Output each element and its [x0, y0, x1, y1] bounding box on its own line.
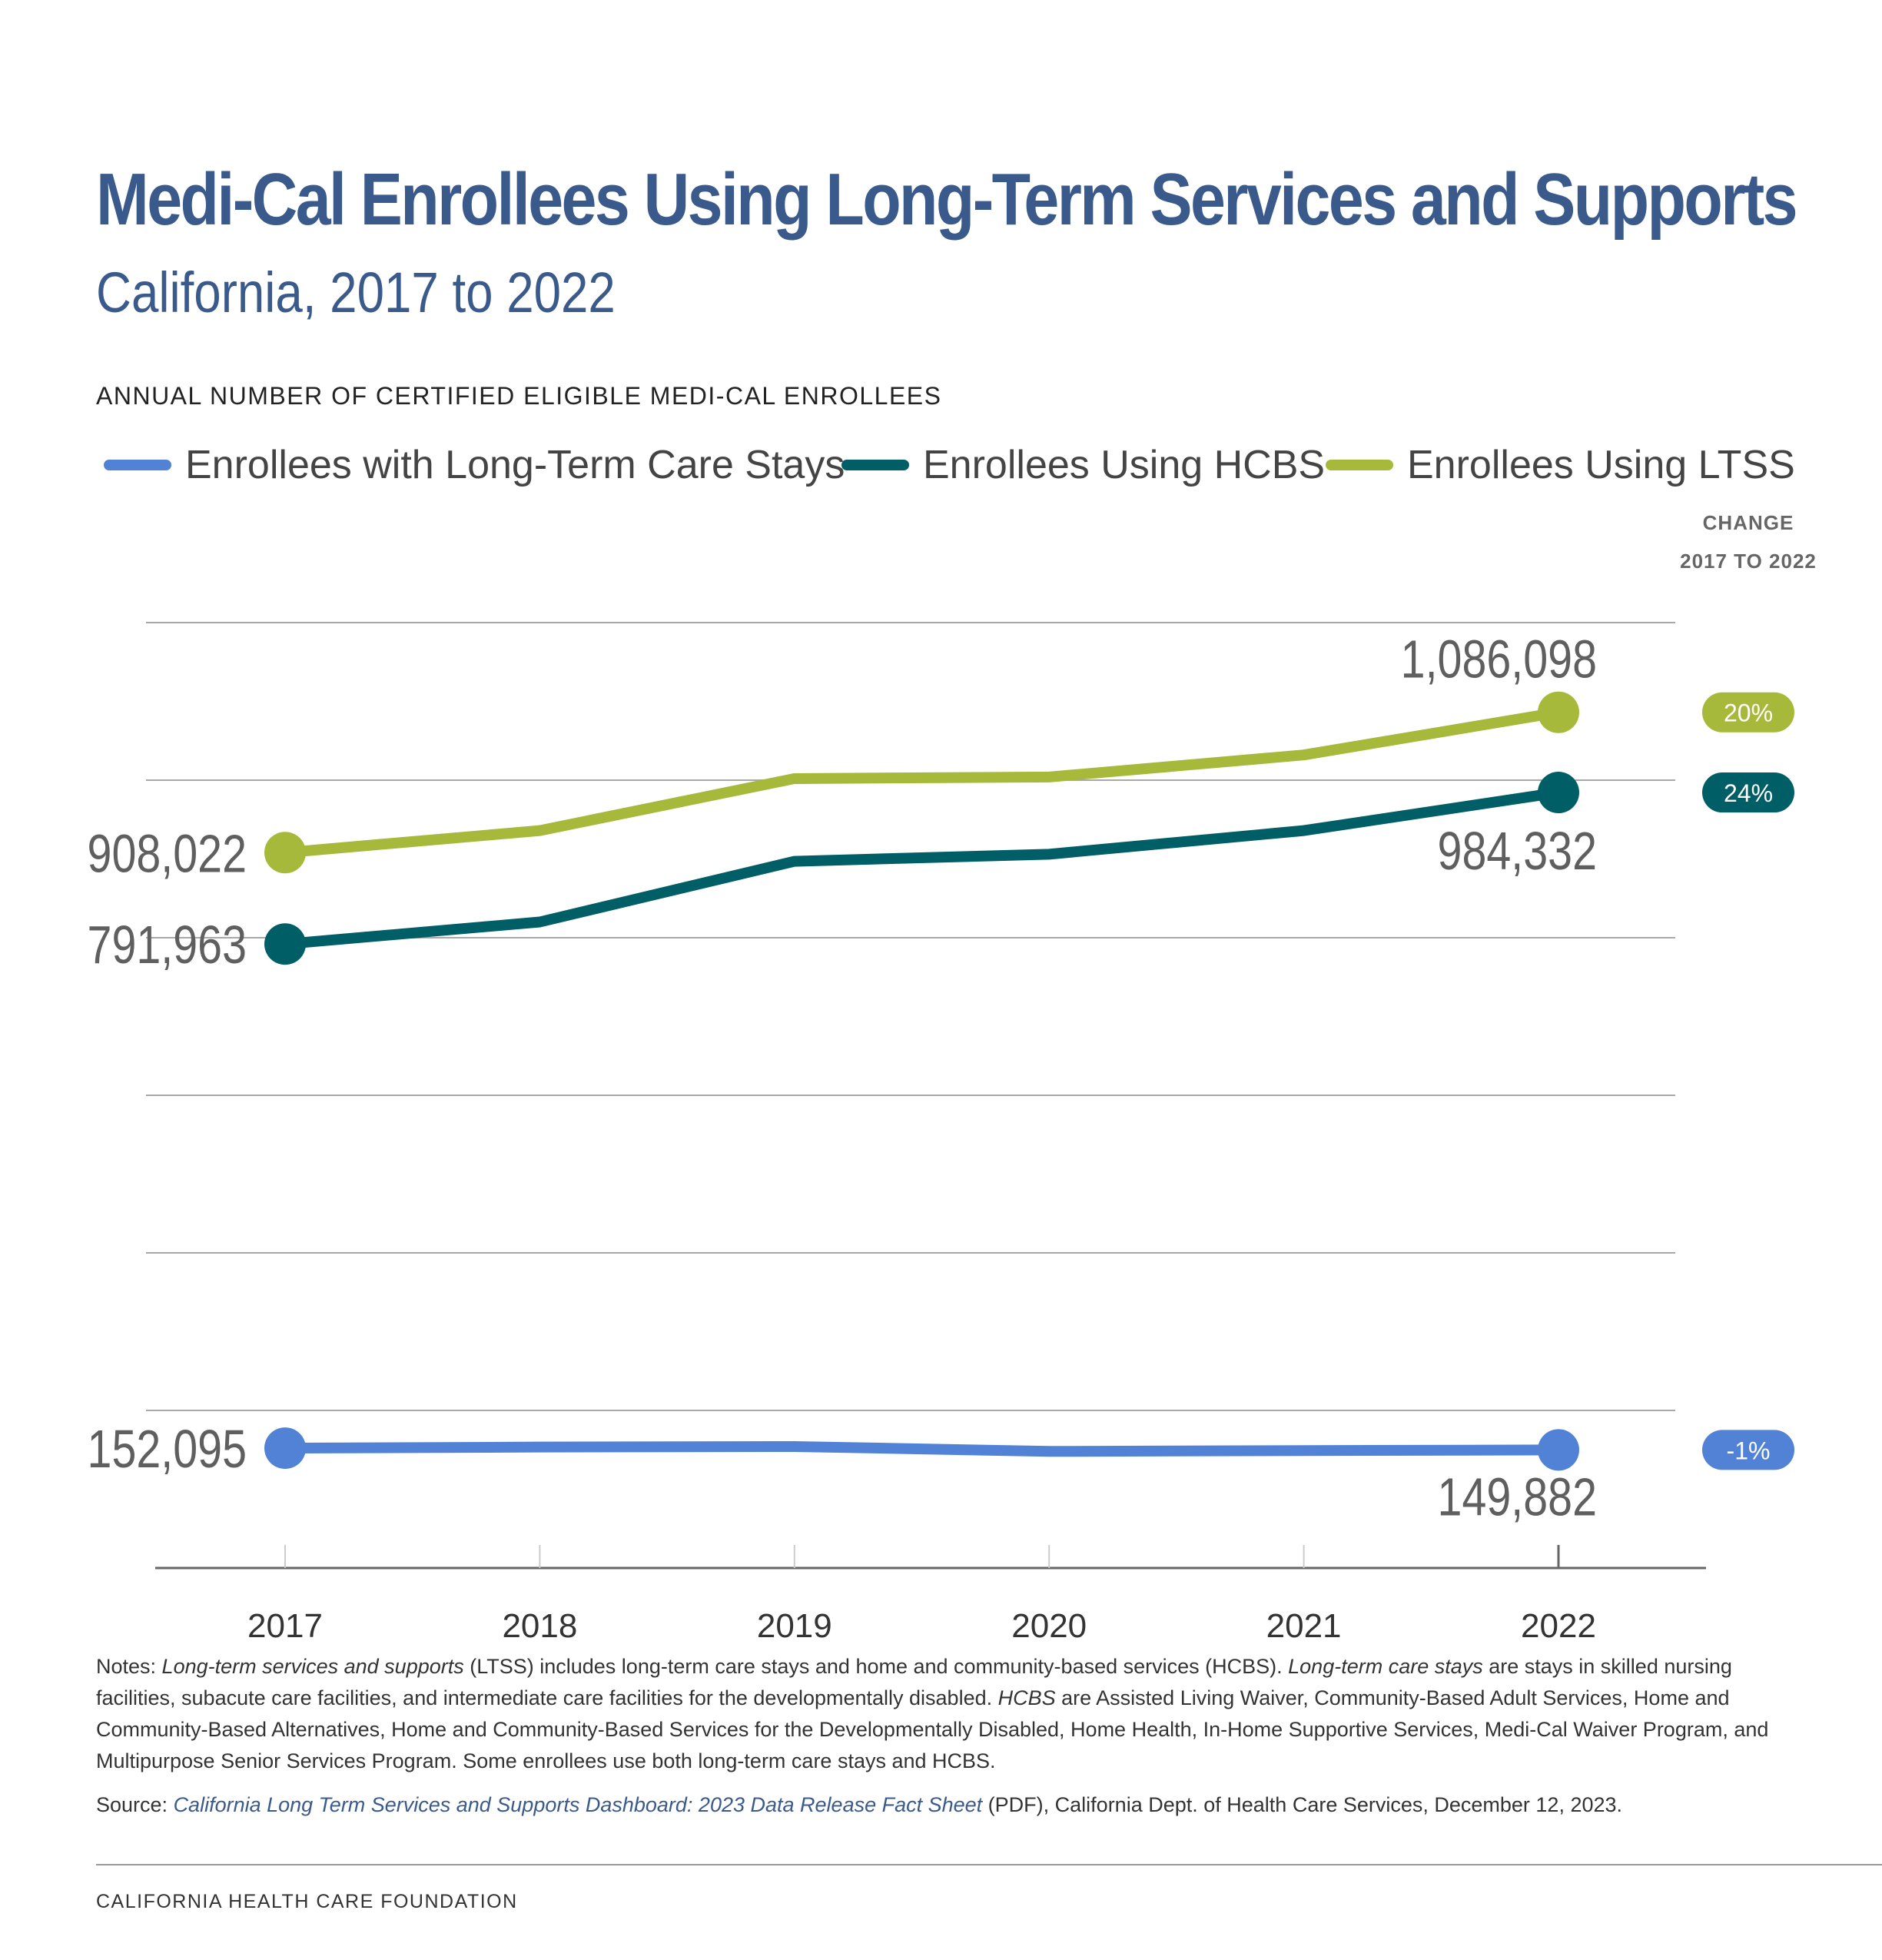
change-header-line1: CHANGE [1702, 511, 1794, 534]
data-point [1538, 1429, 1579, 1471]
x-tick-label: 2022 [1521, 1607, 1596, 1645]
source-prefix: Source: [96, 1793, 174, 1816]
change-header: CHANGE 2017 TO 2022 [1652, 503, 1844, 580]
legend-label-ltc: Enrollees with Long-Term Care Stays [185, 443, 845, 487]
legend-label-ltss: Enrollees Using LTSS [1407, 443, 1795, 487]
chart-heading: ANNUAL NUMBER OF CERTIFIED ELIGIBLE MEDI… [96, 382, 942, 410]
line-chart: 2017 2018 2019 2020 2021 2022 -1% 152,095 149,88… [88, 622, 1794, 1645]
source-link[interactable]: California Long Term Services and Suppor… [173, 1793, 983, 1816]
x-tick-label: 2019 [757, 1607, 832, 1645]
change-badge-label: 24% [1724, 779, 1773, 807]
chart-subtitle: California, 2017 to 2022 [96, 261, 616, 324]
data-point [264, 832, 306, 874]
legend-swatch-ltss [1326, 460, 1393, 470]
legend-swatch-hcbs [841, 460, 909, 470]
notes-ltc-term: Long-term care stays [1288, 1655, 1483, 1678]
data-point [1538, 772, 1579, 814]
change-badge [1702, 692, 1794, 733]
series-line [280, 1440, 1564, 1457]
footer-organization: CALIFORNIA HEALTH CARE FOUNDATION [96, 1891, 518, 1912]
legend-item-ltc: Enrollees with Long-Term Care Stays [104, 442, 845, 488]
x-tick-label: 2018 [502, 1607, 577, 1645]
notes-ltss-text: (LTSS) includes long-term care stays and… [463, 1655, 1289, 1678]
footer-divider [96, 1864, 1882, 1865]
change-header-line2: 2017 TO 2022 [1680, 550, 1817, 573]
data-point [264, 1427, 306, 1470]
start-value-label: 791,963 [88, 915, 247, 975]
data-point [1538, 691, 1579, 733]
series-line [280, 787, 1564, 950]
notes-prefix: Notes: [96, 1655, 162, 1678]
end-value-label: 149,882 [1438, 1467, 1597, 1527]
chart-title: Medi-Cal Enrollees Using Long-Term Servi… [96, 158, 1798, 241]
change-badge-label: 20% [1724, 699, 1773, 727]
x-tick-label: 2020 [1011, 1607, 1087, 1645]
series-line [280, 706, 1564, 859]
notes-hcbs-term: HCBS [997, 1686, 1056, 1709]
change-badge [1702, 1430, 1794, 1470]
x-tick-label: 2017 [247, 1607, 323, 1645]
legend-item-hcbs: Enrollees Using HCBS [841, 442, 1325, 488]
change-badge-label: -1% [1727, 1437, 1771, 1464]
x-tick-label: 2021 [1266, 1607, 1342, 1645]
legend-swatch-ltc [104, 460, 171, 470]
change-badge [1702, 772, 1794, 813]
notes-ltss-term: Long-term services and supports [161, 1655, 464, 1678]
start-value-label: 152,095 [88, 1419, 247, 1480]
source: Source: California Long Term Services an… [96, 1789, 1802, 1821]
notes-hcbs-text: are Assisted Living Waiver, Community-Ba… [96, 1686, 1769, 1772]
end-value-label: 1,086,098 [1401, 629, 1597, 689]
data-point [264, 923, 306, 965]
notes: Notes: Long-term services and supports (… [96, 1651, 1802, 1777]
start-value-label: 908,022 [88, 823, 247, 884]
series-1: 24% [264, 772, 1794, 965]
legend-item-ltss: Enrollees Using LTSS [1326, 442, 1795, 488]
legend-label-hcbs: Enrollees Using HCBS [923, 443, 1326, 487]
notes-ltc-text: are stays in skilled nursing facilities,… [96, 1655, 1732, 1709]
series-2: 20% [264, 691, 1794, 874]
series-0: -1% [264, 1427, 1794, 1471]
source-suffix: (PDF), California Dept. of Health Care S… [982, 1793, 1623, 1816]
end-value-label: 984,332 [1438, 821, 1597, 882]
